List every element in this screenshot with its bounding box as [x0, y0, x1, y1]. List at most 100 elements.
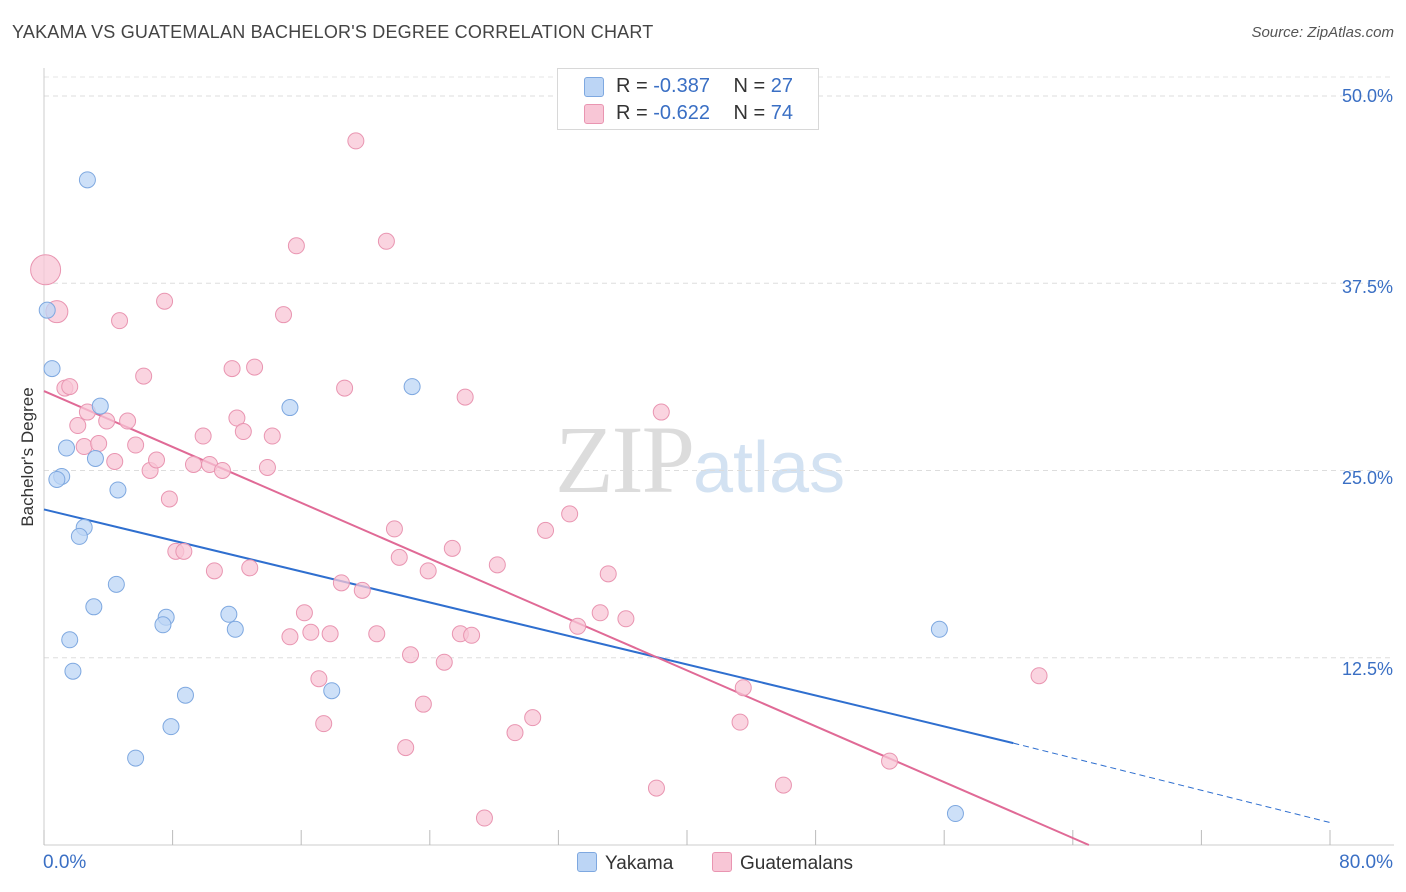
guatemalans-point — [30, 254, 62, 286]
yakama-point — [323, 682, 341, 700]
yakama-point — [43, 360, 61, 378]
yakama-point — [85, 598, 103, 616]
chart-title: YAKAMA VS GUATEMALAN BACHELOR'S DEGREE C… — [12, 22, 654, 42]
guatemalans-point — [647, 779, 665, 797]
y-tick-label-50: 50.0% — [1341, 86, 1393, 106]
guatemalans-point — [488, 556, 506, 574]
y-tick-label-25: 25.0% — [1341, 468, 1393, 488]
x-max-label: 80.0% — [1339, 852, 1393, 873]
guatemalans-point — [75, 438, 93, 456]
guatemalans-r-value: -0.622 — [653, 102, 710, 124]
guatemalans-point — [475, 809, 493, 827]
axes — [43, 68, 1394, 846]
guatemalans-point — [332, 574, 350, 592]
guatemalans-point — [127, 436, 145, 454]
guatemalans-point — [463, 626, 481, 644]
guatemalans-point — [524, 709, 542, 727]
watermark-atlas: atlas — [693, 428, 846, 508]
yakama-point — [109, 481, 127, 499]
yakama-point — [86, 449, 104, 467]
guatemalans-point — [135, 367, 153, 385]
guatemalans-point — [61, 378, 79, 396]
guatemalans-point — [377, 232, 395, 250]
guatemalans-point — [652, 403, 670, 421]
trend-lines — [43, 390, 1331, 846]
yakama-n-value: 27 — [770, 75, 794, 97]
guatemalans-point — [390, 548, 408, 566]
guatemalans-point — [569, 617, 587, 635]
guatemalans-point — [106, 452, 124, 470]
yakama-point — [220, 605, 238, 623]
yakama-trend-line — [43, 508, 1014, 745]
guatemalans-point — [295, 604, 313, 622]
guatemalans-point — [456, 388, 474, 406]
yakama-point — [78, 171, 96, 189]
yakama-point — [403, 378, 421, 396]
y-tick-label-37-5: 37.5% — [1341, 277, 1393, 297]
guatemalans-point — [443, 539, 461, 557]
bottom-legend-yakama: Yakama — [577, 852, 673, 875]
guatemalans-point — [336, 379, 354, 397]
guatemalans-point — [315, 715, 333, 733]
yakama-point — [91, 397, 109, 415]
guatemalans-point — [599, 565, 617, 583]
guatemalans-point — [617, 610, 635, 628]
yakama-point — [281, 399, 299, 417]
bottom-yakama-label: Yakama — [605, 853, 674, 874]
y-tick-label-12-5: 12.5% — [1341, 659, 1393, 679]
yakama-n-label: N = — [733, 75, 771, 97]
guatemalans-point — [537, 521, 555, 539]
guatemalans-point — [397, 739, 415, 757]
guatemalans-point — [263, 427, 281, 445]
guatemalans-swatch — [584, 104, 604, 124]
guatemalans-point — [119, 412, 137, 430]
yakama-r-value: -0.387 — [653, 75, 710, 97]
guatemalans-point — [69, 417, 87, 435]
guatemalans-point — [194, 427, 212, 445]
bottom-legend-guatemalans: Guatemalans — [712, 852, 853, 875]
watermark: ZIPatlas — [555, 404, 845, 515]
guatemalans-point — [160, 490, 178, 508]
yakama-point — [930, 620, 948, 638]
guatemalans-point — [287, 237, 305, 255]
guatemalans-n-value: 74 — [770, 102, 794, 124]
guatemalans-point — [347, 132, 365, 150]
yakama-swatch — [584, 77, 604, 97]
chart-source: Source: ZipAtlas.com — [1251, 24, 1394, 41]
guatemalans-point — [353, 581, 371, 599]
yakama-point — [127, 749, 145, 767]
yakama-point — [38, 301, 56, 319]
yakama-point — [58, 439, 76, 457]
guatemalans-point — [98, 412, 116, 430]
guatemalans-point — [175, 542, 193, 560]
guatemalans-point — [148, 451, 166, 469]
guatemalans-point — [881, 752, 899, 770]
guatemalans-point — [234, 423, 252, 441]
yakama-point — [162, 718, 180, 736]
yakama-r-label: R = — [616, 75, 654, 97]
yakama-point — [154, 616, 172, 634]
bottom-guatemalans-label: Guatemalans — [740, 853, 854, 874]
yakama-point — [176, 686, 194, 704]
guatemalans-point — [281, 628, 299, 646]
guatemalans-point — [184, 455, 202, 473]
guatemalans-point — [731, 713, 749, 731]
guatemalans-point — [310, 670, 328, 688]
yakama-point — [946, 805, 964, 823]
guatemalans-point — [402, 646, 420, 664]
guatemalans-point — [734, 679, 752, 697]
guatemalans-n-label: N = — [733, 102, 771, 124]
guatemalans-point — [302, 623, 320, 641]
guatemalans-point — [1030, 667, 1048, 685]
yakama-trend-extension — [1013, 742, 1331, 824]
x-min-label: 0.0% — [43, 852, 87, 873]
yakama-point — [61, 631, 79, 649]
guatemalans-point — [321, 625, 339, 643]
guatemalans-point — [506, 724, 524, 742]
guatemalans-point — [385, 520, 403, 538]
guatemalans-point — [156, 292, 174, 310]
y-axis-title: Bachelor's Degree — [18, 387, 37, 527]
guatemalans-trend-line — [43, 390, 1090, 846]
bottom-guatemalans-swatch — [712, 852, 732, 872]
